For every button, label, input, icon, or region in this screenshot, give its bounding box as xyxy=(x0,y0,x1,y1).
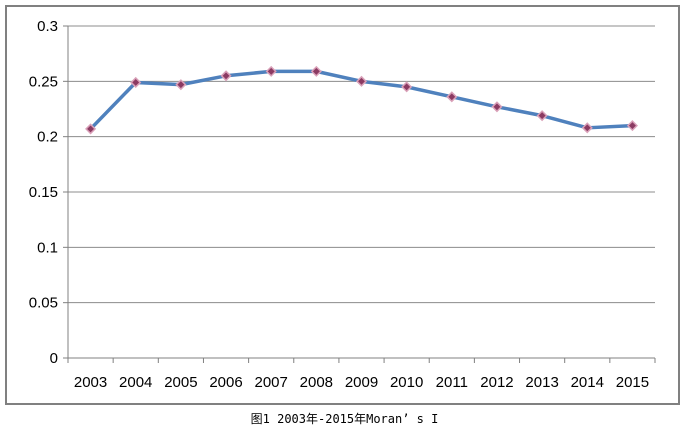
data-point-marker xyxy=(626,120,638,132)
x-tick-label: 2014 xyxy=(571,374,604,391)
x-tick-label: 2006 xyxy=(209,374,242,391)
y-tick-label: 0.05 xyxy=(29,295,58,312)
y-tick-label: 0 xyxy=(50,350,58,367)
y-tick-labels: 0 0.05 0.1 0.15 0.2 0.25 0.3 xyxy=(29,18,58,367)
chart-frame xyxy=(5,5,680,405)
y-tick-label: 0.1 xyxy=(37,239,58,256)
x-tick-label: 2012 xyxy=(480,374,513,391)
line-chart: 00.050.10.150.20.250.3 2003 2004 2005 2006 2… xyxy=(29,18,656,391)
data-point-marker xyxy=(446,91,458,103)
y-tick-label: 0.25 xyxy=(29,73,58,90)
x-tick-label: 2005 xyxy=(164,374,197,391)
axes xyxy=(63,25,656,363)
y-tick-label: 0.2 xyxy=(37,129,58,146)
y-tick-label: 0.3 xyxy=(37,18,58,35)
x-tick-labels: 2003 2004 2005 2006 2007 2008 2009 2010 2011 2012… xyxy=(74,374,649,391)
x-tick-label: 2015 xyxy=(616,374,649,391)
data-point-marker xyxy=(130,76,142,89)
data-point-marker xyxy=(536,110,548,122)
x-tick-label: 2009 xyxy=(345,374,378,391)
x-tick-label: 2004 xyxy=(119,374,152,391)
gridlines xyxy=(68,25,655,304)
data-point-marker xyxy=(310,65,322,77)
data-point-marker xyxy=(491,101,503,113)
x-tick-label: 2011 xyxy=(436,374,468,391)
x-tick-label: 2013 xyxy=(525,374,558,391)
x-tick-label: 2003 xyxy=(74,374,107,391)
x-tick-label: 2007 xyxy=(255,374,288,391)
x-tick-label: 2008 xyxy=(300,374,333,391)
data-point-marker xyxy=(220,70,232,82)
data-point-marker xyxy=(581,122,593,134)
data-point-marker xyxy=(85,123,97,135)
data-point-marker xyxy=(355,75,368,87)
data-point-marker xyxy=(401,81,413,93)
y-tick-label: 0.15 xyxy=(29,184,58,201)
data-point-marker xyxy=(175,79,187,91)
series-markers xyxy=(85,65,638,135)
figure-caption: 图1 2003年-2015年Moran’ s I xyxy=(250,412,439,426)
x-tick-label: 2010 xyxy=(390,374,423,391)
data-point-marker xyxy=(265,65,277,77)
